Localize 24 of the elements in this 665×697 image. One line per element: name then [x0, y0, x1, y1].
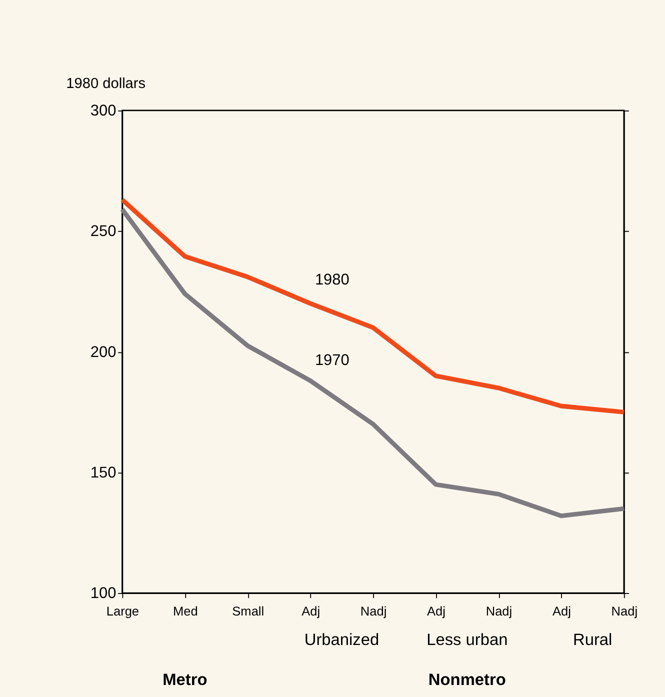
x-tick-label: Small — [232, 603, 264, 618]
y-tick-label: 250 — [90, 223, 117, 240]
y-tick-label: 300 — [90, 102, 117, 120]
x-tick-label: Nadj — [611, 603, 638, 618]
x-tick-label: Adj — [302, 603, 320, 618]
line-series — [120, 207, 626, 518]
text: Rural — [572, 631, 612, 650]
text: Nonmetro — [428, 671, 506, 690]
y-tick-label: 200 — [90, 344, 117, 361]
x-tick-label: Nadj — [360, 603, 387, 618]
series-label: 1970 — [314, 352, 350, 370]
y-tick-label: 150 — [90, 464, 117, 482]
text: Metro — [162, 671, 208, 690]
x-tick-label: Med — [172, 603, 198, 618]
x-tick-label: Nadj — [486, 603, 512, 618]
x-tick-label: Adj — [552, 603, 571, 618]
y-tick-label: 100 — [90, 585, 117, 602]
text: Less urban — [426, 631, 508, 650]
series-label: 1980 — [314, 271, 350, 288]
text: Urbanized — [304, 631, 380, 650]
line-series — [120, 197, 626, 414]
x-tick-label: Adj — [427, 603, 446, 618]
x-tick-label: Large — [106, 603, 140, 618]
y-axis-title: 1980 dollars — [66, 76, 146, 92]
